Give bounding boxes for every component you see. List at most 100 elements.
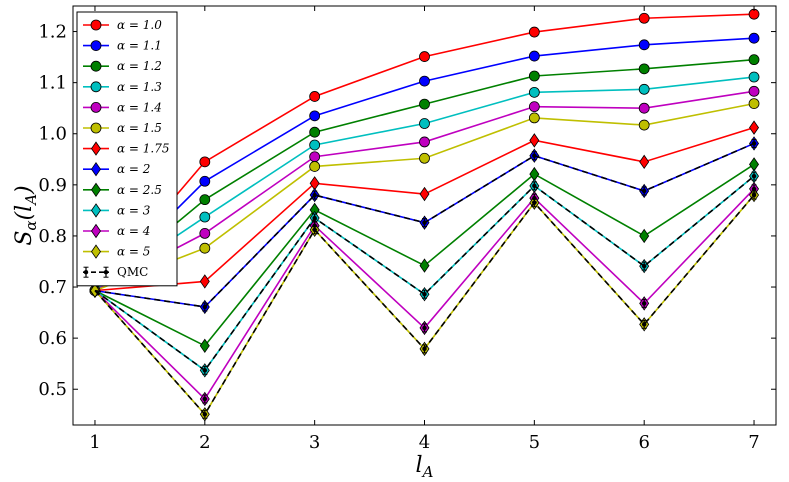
qmc-point [751, 186, 757, 192]
series-qmc [94, 138, 757, 419]
qmc-point [422, 346, 427, 352]
legend-marker [90, 40, 102, 51]
data-point [529, 133, 540, 148]
data-point [528, 101, 540, 113]
data-point [199, 227, 211, 239]
series-6 [89, 98, 760, 297]
legend-label: α = 1.2 [117, 59, 162, 73]
data-point [419, 186, 430, 202]
data-point [638, 63, 650, 75]
legend-label: α = 1.4 [117, 100, 162, 114]
legend-entry: α = 1.75 [83, 141, 170, 156]
x-tick-label: 5 [529, 432, 540, 453]
qmc-point [641, 322, 647, 327]
legend-entry: α = 1.4 [83, 100, 162, 114]
y-tick-label: 1.1 [38, 73, 67, 94]
series-1 [89, 8, 760, 297]
legend-label: QMC [117, 265, 148, 279]
series-4 [89, 71, 760, 297]
legend-marker [90, 102, 102, 113]
legend-marker [91, 182, 101, 198]
qmc-line [94, 175, 755, 372]
qmc-point [202, 304, 208, 310]
qmc-point [751, 192, 757, 198]
data-point [419, 51, 430, 62]
data-point [419, 98, 430, 110]
data-point [199, 194, 211, 206]
y-tick-label: 1.2 [38, 22, 67, 43]
series-2 [89, 32, 760, 297]
legend-entry: α = 1.0 [83, 18, 162, 32]
legend-label: α = 1.0 [117, 18, 162, 32]
legend: α = 1.0 α = 1.1 α = 1.2 α = 1.3 α = 1.4 α = 1… [76, 11, 178, 287]
legend-entry-qmc: QMC [83, 265, 148, 279]
qmc-point [751, 173, 757, 179]
qmc-point [532, 153, 537, 158]
x-tick-label: 3 [309, 432, 320, 453]
legend-label: α = 1.1 [117, 39, 162, 53]
legend-marker [91, 223, 101, 239]
legend-entry: α = 1.3 [83, 80, 162, 94]
data-point [748, 32, 760, 44]
data-point [309, 91, 321, 102]
data-point [199, 338, 210, 354]
y-axis-label: Sα(lA) [12, 185, 40, 245]
data-point [638, 39, 650, 51]
y-tick-label: 0.6 [38, 328, 67, 349]
data-point [639, 228, 650, 244]
legend-label: α = 2 [117, 162, 150, 176]
qmc-point [202, 368, 208, 373]
data-point [528, 86, 540, 98]
y-tick-label: 0.8 [38, 226, 67, 247]
data-point [309, 139, 321, 151]
data-point [419, 75, 430, 87]
qmc-point [641, 301, 647, 306]
data-point [199, 274, 210, 289]
data-point [309, 151, 321, 163]
legend-entry: α = 1.1 [83, 39, 162, 53]
x-tick-label: 2 [199, 432, 210, 453]
legend-marker [90, 19, 102, 31]
qmc-point [751, 141, 757, 146]
qmc-point [422, 325, 427, 331]
legend-marker [103, 270, 109, 275]
legend-marker [91, 141, 101, 156]
legend-marker [90, 60, 102, 72]
data-point [199, 175, 211, 187]
legend-entry: α = 3 [83, 203, 151, 218]
data-point [748, 71, 760, 83]
qmc-point [312, 215, 317, 221]
series-group [89, 8, 760, 422]
data-point [419, 118, 430, 129]
qmc-point [532, 195, 537, 201]
data-point [528, 70, 540, 82]
qmc-point [202, 412, 208, 417]
x-tick-label: 4 [419, 432, 430, 453]
legend-marker [91, 244, 101, 259]
qmc-point [312, 227, 317, 233]
x-axis-label: lA [416, 453, 434, 481]
legend-entry: α = 1.2 [83, 59, 162, 73]
data-point [748, 85, 760, 97]
legend-entry: α = 2.5 [83, 182, 162, 198]
legend-label: α = 3 [117, 203, 151, 217]
data-point [639, 154, 650, 170]
series-line [94, 175, 755, 372]
legend-marker [91, 203, 101, 218]
y-tick-label: 0.9 [38, 175, 67, 196]
legend-label: α = 1.5 [117, 121, 162, 135]
data-point [309, 126, 321, 138]
data-point [638, 102, 650, 114]
data-point [419, 152, 430, 164]
data-point [199, 156, 211, 168]
data-point [748, 54, 760, 66]
data-point [638, 83, 650, 95]
data-point [199, 242, 211, 254]
legend-marker [91, 161, 101, 177]
qmc-point [202, 396, 208, 402]
legend-entry: α = 5 [83, 244, 150, 259]
y-tick-label: 0.7 [38, 277, 67, 298]
legend-marker [90, 122, 102, 134]
qmc-point [422, 291, 427, 297]
